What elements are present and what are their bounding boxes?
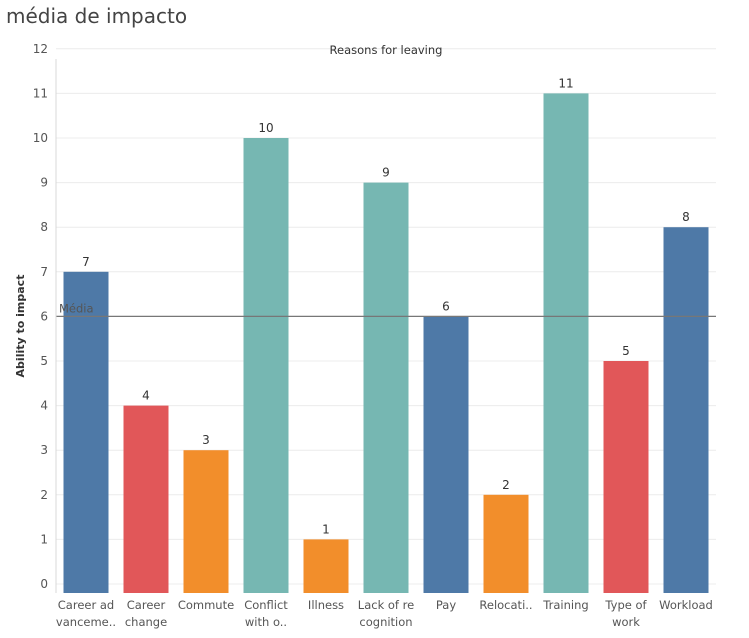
- bar[interactable]: [603, 361, 649, 593]
- data-label: 11: [558, 76, 573, 90]
- bar[interactable]: [423, 316, 469, 593]
- x-tick-label: vanceme..: [56, 615, 116, 629]
- y-tick-label: 6: [40, 309, 48, 323]
- x-axis: Career ad vanceme.. Career change Commute Con…: [56, 598, 713, 629]
- y-tick-label: 9: [40, 176, 48, 190]
- x-tick-label: work: [612, 615, 640, 629]
- bar[interactable]: [63, 271, 109, 593]
- x-tick-label: Relocati..: [479, 598, 532, 612]
- x-tick-label: Commute: [178, 598, 234, 612]
- y-tick-label: 2: [40, 488, 48, 502]
- y-tick-label: 0: [40, 577, 48, 591]
- data-label: 7: [82, 255, 90, 269]
- x-tick-label: Workload: [659, 598, 713, 612]
- y-tick-label: 5: [40, 354, 48, 368]
- y-tick-label: 7: [40, 265, 48, 279]
- x-tick-label: Pay: [436, 598, 456, 612]
- x-tick-label: with o..: [245, 615, 287, 629]
- x-tick-label: Illness: [308, 598, 344, 612]
- x-tick-label: Lack of re: [358, 598, 414, 612]
- x-tick-label: Training: [542, 598, 588, 612]
- data-label: 6: [442, 299, 450, 313]
- data-label: 8: [682, 210, 690, 224]
- x-tick-label: Career: [127, 598, 166, 612]
- data-label: 5: [622, 344, 630, 358]
- y-tick-label: 12: [33, 42, 48, 56]
- y-tick-label: 8: [40, 220, 48, 234]
- x-tick-label: change: [125, 615, 167, 629]
- y-axis-label: Ability to impact: [14, 275, 27, 378]
- data-label: 10: [258, 121, 273, 135]
- data-label: 1: [322, 522, 330, 536]
- y-tick-label: 10: [33, 131, 48, 145]
- bar[interactable]: [363, 182, 409, 593]
- x-tick-label: Conflict: [244, 598, 288, 612]
- reference-line-label: Média: [59, 301, 94, 315]
- x-tick-label: Type of: [604, 598, 647, 612]
- page-title: média de impacto: [6, 4, 188, 28]
- bar[interactable]: [303, 539, 349, 593]
- data-label: 2: [502, 478, 510, 492]
- y-tick-label: 11: [33, 86, 48, 100]
- y-tick-label: 4: [40, 399, 48, 413]
- bar[interactable]: [543, 93, 589, 594]
- reference-line: Média: [56, 301, 716, 318]
- bars: 7 4 3 10 1 9 6 2 11 5 8: [63, 76, 709, 594]
- bar[interactable]: [663, 227, 709, 593]
- data-label: 3: [202, 433, 210, 447]
- bar[interactable]: [483, 494, 529, 593]
- bar[interactable]: [243, 138, 289, 593]
- bar[interactable]: [183, 450, 229, 593]
- y-tick-label: 1: [40, 532, 48, 546]
- x-tick-label: cognition: [359, 615, 412, 629]
- y-tick-label: 3: [40, 443, 48, 457]
- x-tick-label: Career ad: [58, 598, 114, 612]
- data-label: 9: [382, 166, 390, 180]
- data-label: 4: [142, 389, 150, 403]
- chart-title: Reasons for leaving: [330, 43, 443, 57]
- bar[interactable]: [123, 405, 169, 593]
